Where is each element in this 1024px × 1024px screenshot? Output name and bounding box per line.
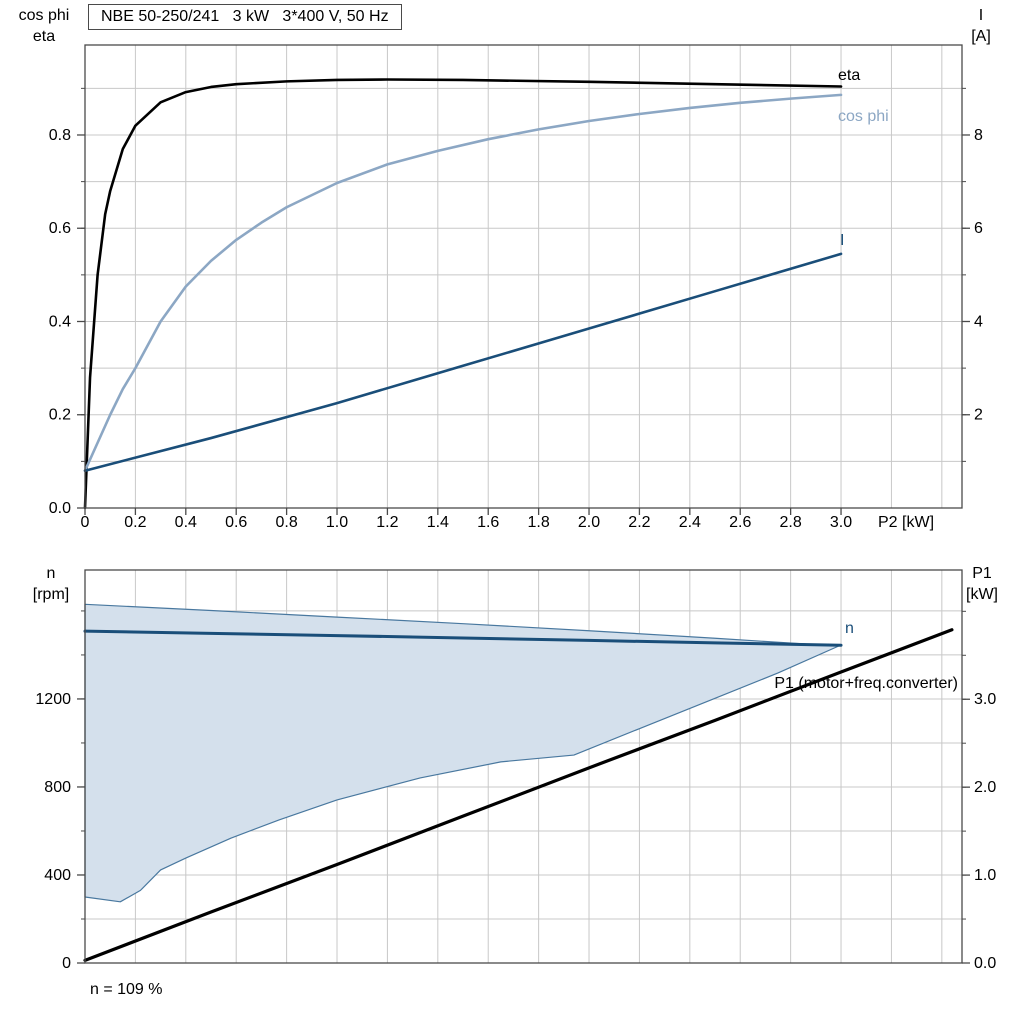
- plot-border: [84, 44, 963, 509]
- curve-n: [83, 629, 843, 647]
- right-tick-label: 8: [974, 127, 983, 144]
- left-tick-label: 1200: [35, 691, 71, 708]
- curve-i: [83, 252, 843, 472]
- x-tick-label: 0.8: [275, 514, 297, 531]
- x-tick-label: 0: [81, 514, 90, 531]
- left-axis-title-line2: eta: [32, 28, 56, 45]
- right-axis-title-line2: [A]: [971, 28, 991, 45]
- x-tick-label: 2.0: [578, 514, 600, 531]
- power-axis-label: P1: [972, 565, 992, 582]
- right-tick-label: 2: [974, 407, 983, 424]
- x-tick-label: 0.2: [124, 514, 146, 531]
- right-axis-title-line1: I: [978, 7, 984, 24]
- series-label-eta: eta: [838, 67, 860, 84]
- right-tick-label: 0.0: [974, 955, 996, 972]
- x-tick-label: 1.0: [326, 514, 348, 531]
- left-tick-label: 0.2: [49, 407, 71, 424]
- x-tick-label: 1.8: [527, 514, 549, 531]
- x-tick-label: 1.2: [376, 514, 398, 531]
- right-tick-label: 1.0: [974, 867, 996, 884]
- x-tick-label: 0.6: [225, 514, 247, 531]
- speed-operating-envelope: [84, 603, 840, 903]
- x-tick-label: 1.4: [427, 514, 449, 531]
- series-label-n: n: [845, 620, 854, 637]
- left-tick-label: 400: [44, 867, 71, 884]
- right-tick-label: 4: [974, 313, 983, 330]
- curve-cos-phi: [83, 93, 843, 472]
- x-tick-label: 2.6: [729, 514, 751, 531]
- left-tick-label: 800: [44, 779, 71, 796]
- x-tick-label: 2.2: [628, 514, 650, 531]
- left-axis-title-bottom-chart: n [rpm]: [15, 563, 87, 605]
- right-tick-label: 6: [974, 220, 983, 237]
- power-axis-unit: [kW]: [966, 586, 998, 603]
- speed-percent-annotation: n = 109 %: [90, 981, 163, 998]
- left-tick-label: 0.4: [49, 313, 71, 330]
- curve-eta: [83, 78, 843, 510]
- series-label-p1-motor-freq-converter-: P1 (motor+freq.converter): [774, 675, 958, 692]
- x-axis-label: P2 [kW]: [878, 514, 934, 531]
- x-tick-label: 2.4: [679, 514, 701, 531]
- plot-border: [84, 569, 963, 964]
- series-label-cos-phi: cos phi: [838, 108, 889, 125]
- left-tick-label: 0.0: [49, 500, 71, 517]
- x-tick-label: 0.4: [175, 514, 197, 531]
- left-tick-label: 0: [62, 955, 71, 972]
- chart-title: NBE 50-250/241 3 kW 3*400 V, 50 Hz: [88, 4, 402, 30]
- speed-axis-label: n: [46, 565, 56, 582]
- right-tick-label: 3.0: [974, 691, 996, 708]
- x-tick-label: 2.8: [780, 514, 802, 531]
- right-tick-label: 2.0: [974, 779, 996, 796]
- left-axis-title-top-chart: cos phi eta: [8, 5, 80, 47]
- chart-panel-1: 0 400 800 1200 0.0 1.0 2.0 3.0 n P1 (motor+freq.c…: [35, 569, 996, 972]
- left-tick-label: 0.6: [49, 220, 71, 237]
- left-tick-label: 0.8: [49, 127, 71, 144]
- x-tick-label: 1.6: [477, 514, 499, 531]
- chart-panel-0: 0 0.2 0.4 0.6 0.8 1.0 1.2 1.4 1.6 1.8 2.0 2.2 2.4 2.6…: [49, 44, 983, 531]
- curve-p1-motor-freq-converter-: [83, 628, 954, 962]
- series-label-i: I: [840, 232, 844, 249]
- speed-axis-unit: [rpm]: [32, 586, 70, 603]
- x-tick-label: 3.0: [830, 514, 852, 531]
- left-axis-title-line1: cos phi: [18, 7, 70, 24]
- right-axis-title-top-chart: I [A]: [945, 5, 1017, 47]
- right-axis-title-bottom-chart: P1 [kW]: [946, 563, 1018, 605]
